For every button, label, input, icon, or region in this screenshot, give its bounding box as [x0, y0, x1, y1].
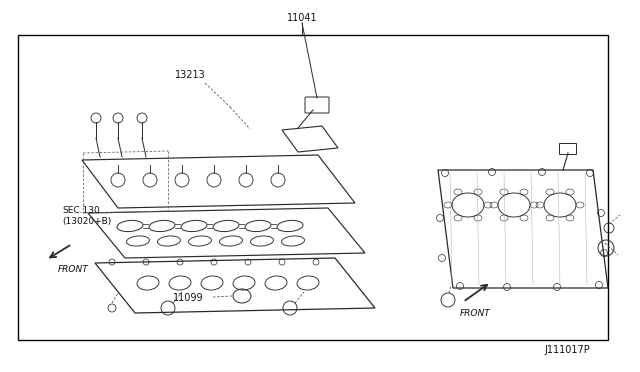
Text: 11041: 11041	[287, 13, 317, 23]
Bar	[559, 143, 576, 154]
Text: 11099: 11099	[173, 293, 204, 303]
Text: 13213: 13213	[175, 70, 205, 80]
Text: (13020+B): (13020+B)	[62, 217, 111, 225]
Text: FRONT: FRONT	[460, 308, 491, 317]
Text: FRONT: FRONT	[58, 266, 89, 275]
Bar	[18, 35, 608, 340]
Text: SEC.130: SEC.130	[62, 205, 100, 215]
Text: J111017P: J111017P	[544, 345, 590, 355]
